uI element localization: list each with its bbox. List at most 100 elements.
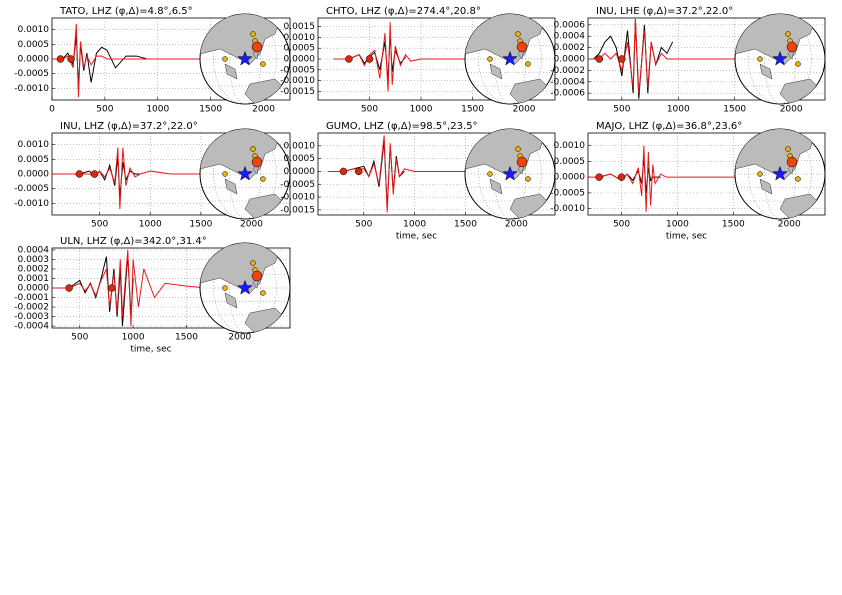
land [224, 178, 238, 195]
y-tick-label: 0.0005 [18, 40, 50, 50]
y-tick-label: 0.0010 [284, 141, 316, 151]
station-highlight [251, 270, 263, 282]
y-tick-label: -0.0010 [550, 204, 585, 214]
land [224, 292, 238, 309]
trace [588, 19, 825, 94]
globe-grid [213, 243, 277, 333]
phase-marker [56, 55, 65, 63]
station-highlight [516, 41, 528, 53]
station [757, 171, 763, 177]
y-tick-label: -0.0010 [280, 76, 315, 86]
y-tick-label: 0.0015 [284, 22, 316, 32]
x-tick-label: 0 [49, 105, 55, 115]
phase-marker [339, 167, 348, 176]
y-tick-label: -0.0005 [14, 69, 49, 79]
epicenter [237, 279, 253, 295]
station [525, 176, 531, 182]
y-tick-label: 0.0005 [18, 155, 50, 165]
station [222, 171, 228, 177]
panel: 500 1000 1500 2000-0.0006-0.0004-0.00020.00… [550, 6, 826, 115]
x-tick-label: 1500 [454, 220, 477, 230]
station [260, 61, 266, 67]
plot-content [588, 145, 825, 212]
globe-grid [748, 129, 812, 219]
x-tick-label: 2000 [240, 220, 263, 230]
y-tick-label: 0.0001 [18, 274, 50, 284]
station [222, 56, 228, 62]
globe-map [465, 14, 555, 104]
station [515, 146, 521, 152]
y-tick-label: 0.0000 [284, 167, 316, 177]
station-highlight [251, 41, 263, 53]
trace [52, 249, 267, 327]
phase-marker [65, 284, 73, 292]
phase-marker [345, 55, 353, 63]
plot-content [588, 19, 825, 99]
y-tick-label: -0.0005 [14, 184, 49, 194]
panel-title: INU, LHZ (φ,Δ)=37.2°,22.0° [60, 121, 198, 132]
y-tick-label: -0.0010 [280, 193, 315, 203]
globe-grid [213, 129, 277, 219]
land [759, 63, 773, 80]
trace [333, 22, 555, 92]
panel-title: MAJO, LHZ (φ,Δ)=36.8°,23.6° [596, 121, 742, 132]
trace [68, 254, 134, 327]
y-tick-label: 0.0010 [554, 141, 586, 151]
panel: 500 1000 1500 2000 -0.0010 -0.0005 0.0000 0.000… [14, 121, 291, 230]
y-tick-label: 0.0004 [554, 32, 586, 42]
plot-content [52, 23, 290, 98]
station [795, 61, 801, 67]
globe-map [200, 129, 290, 219]
y-tick-label: -0.0010 [14, 84, 49, 94]
y-tick-label: 0.0010 [18, 25, 50, 35]
panel: 500 1000 1500 2000 -0.0010 -0.0005 0.0000 0.000… [550, 121, 826, 242]
land [489, 178, 503, 195]
x-tick-label: 2000 [252, 105, 275, 115]
station [260, 290, 266, 296]
x-tick-label: 500 [613, 105, 630, 115]
y-tick-label: -0.0004 [14, 322, 49, 332]
x-tick-label: 500 [361, 105, 378, 115]
y-tick-label: 0.0000 [284, 55, 316, 65]
y-tick-label: 0.0000 [554, 173, 586, 183]
panel-title: INU, LHE (φ,Δ)=37.2°,22.0° [596, 6, 733, 17]
station-highlight [786, 156, 798, 168]
x-tick-label: 500 [91, 220, 108, 230]
station-highlight [516, 156, 528, 168]
panel: 0 500 1000 1500 2000 -0.0010 -0.0005 0.0000 0.00… [14, 6, 291, 115]
x-axis-label: time, sec [666, 232, 707, 242]
y-tick-label: 0.0000 [554, 55, 586, 65]
y-tick-label: -0.0006 [550, 89, 585, 99]
phase-marker [75, 170, 84, 178]
y-tick-label: -0.0004 [550, 77, 585, 87]
epicenter [502, 50, 518, 66]
land [224, 63, 238, 80]
station-highlight [251, 156, 263, 168]
y-tick-label: 0.0010 [18, 140, 50, 150]
x-tick-label: 500 [71, 333, 88, 343]
station [487, 56, 493, 62]
epicenter [772, 165, 788, 181]
plot-content [52, 249, 267, 327]
y-tick-label: -0.0005 [550, 188, 585, 198]
x-tick-label: 1000 [122, 333, 145, 343]
y-tick-label: 0.0000 [18, 55, 50, 65]
x-axis-label: time, sec [396, 232, 437, 242]
y-tick-label: -0.0015 [280, 205, 315, 215]
station [785, 31, 791, 37]
epicenter [237, 50, 253, 66]
y-tick-label: 0.0004 [18, 245, 50, 255]
phase-marker [595, 173, 603, 181]
station [785, 146, 791, 152]
x-tick-label: 1500 [461, 105, 484, 115]
station [487, 171, 493, 177]
x-tick-label: 1500 [175, 333, 198, 343]
plot-content [328, 135, 552, 213]
panel-title: TATO, LHZ (φ,Δ)=4.8°,6.5° [59, 6, 193, 17]
x-tick-label: 500 [355, 220, 372, 230]
panel: 500 1000 1500 2000 -0.0015 -0.0010 -0.0005 0.00… [280, 121, 556, 242]
y-tick-label: -0.0015 [280, 87, 315, 97]
y-tick-label: -0.0002 [550, 66, 585, 76]
x-tick-label: 2000 [513, 105, 536, 115]
